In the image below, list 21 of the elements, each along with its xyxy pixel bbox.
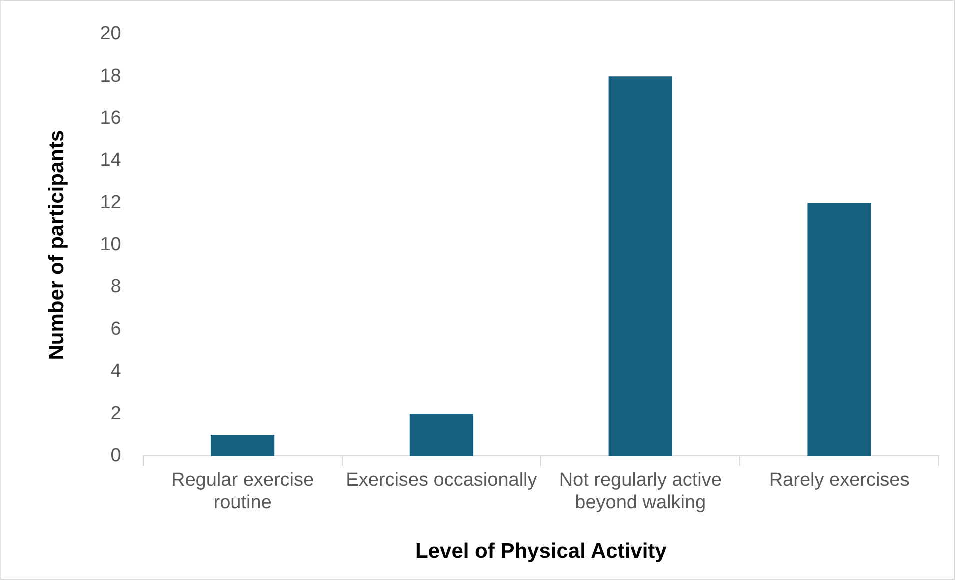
y-tick-label: 8 — [110, 276, 122, 298]
x-tick-label: Rarely exercises — [769, 470, 910, 491]
y-tick-label: 14 — [100, 150, 122, 172]
bar — [808, 203, 872, 456]
x-tick-label: Not regularly active beyond walking — [559, 470, 722, 514]
y-tick-label: 16 — [100, 108, 122, 129]
y-tick-label: 4 — [110, 361, 122, 382]
y-axis-title: Number of participants — [45, 130, 68, 360]
y-tick-label: 6 — [110, 318, 122, 340]
y-tick-label: 12 — [100, 192, 122, 214]
y-tick-label: 2 — [110, 403, 122, 424]
x-axis-title: Level of Physical Activity — [416, 540, 668, 564]
bar — [410, 414, 474, 456]
x-tick-label: Regular exercise routine — [172, 470, 314, 514]
x-tick-label: Exercises occasionally — [346, 470, 538, 491]
bar — [210, 435, 275, 456]
y-tick-label: 20 — [100, 24, 122, 45]
y-tick-label: 0 — [110, 445, 122, 466]
y-tick-label: 10 — [100, 234, 122, 256]
y-tick-label: 18 — [100, 66, 122, 87]
bar — [608, 76, 672, 456]
